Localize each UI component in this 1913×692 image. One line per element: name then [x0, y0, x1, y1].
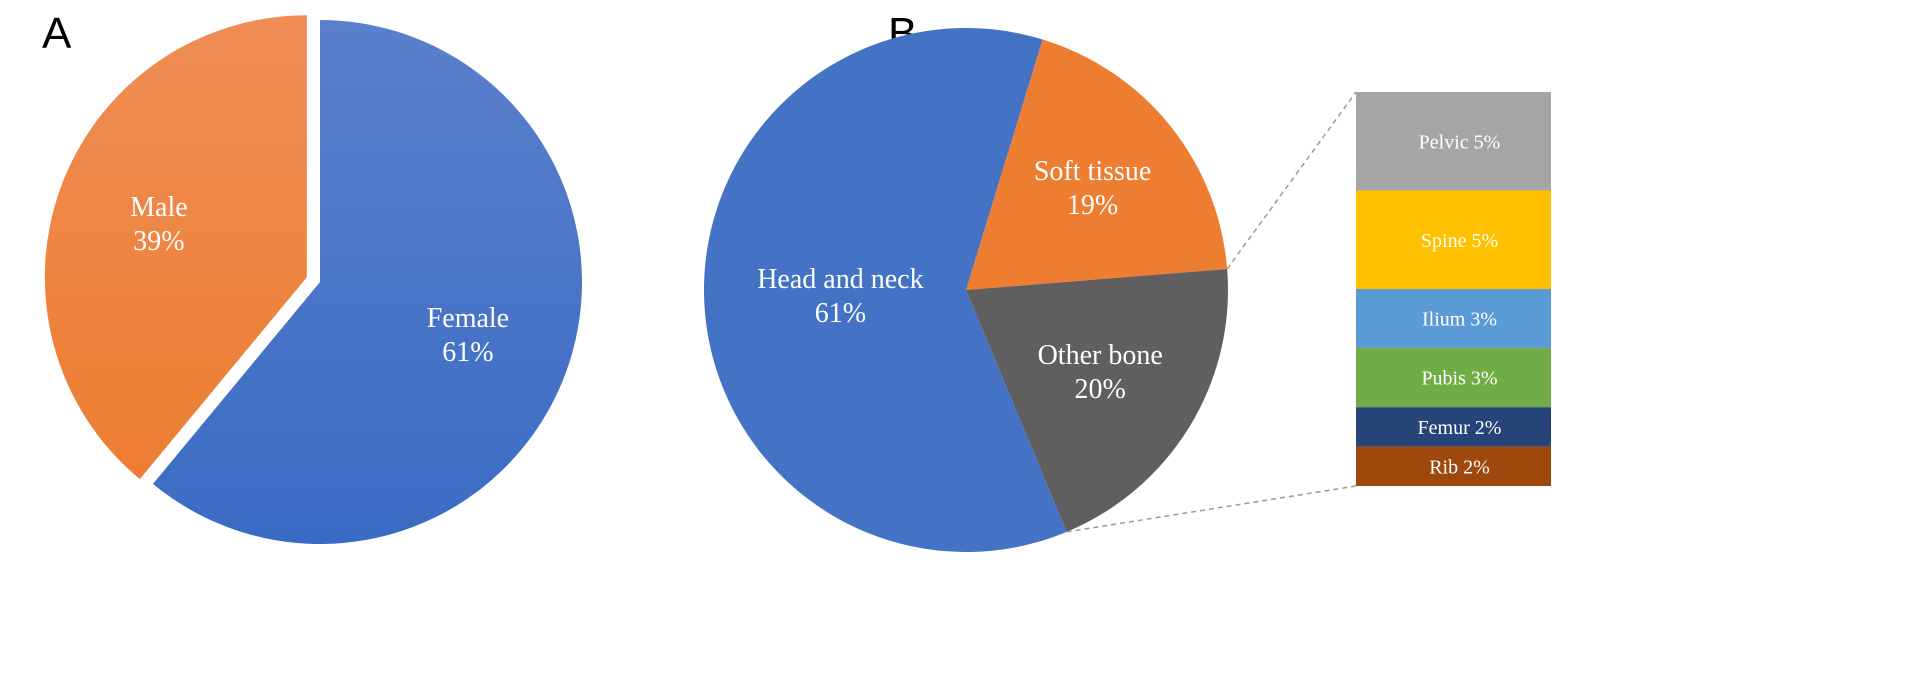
slice-label-other-bone-percent: 20% [1075, 374, 1126, 405]
slice-label-male-percent: 39% [133, 226, 184, 257]
bar-label-pubis-3: Pubis 3% [1421, 368, 1497, 390]
slice-other-bone [966, 268, 1228, 532]
bar-label-rib-2: Rib 2% [1429, 456, 1490, 478]
slice-label-other-bone-category: Other bone [1038, 340, 1163, 371]
slice-label-soft-tissue: Soft tissue 19% [1034, 156, 1151, 221]
other-bone-breakdown-bar: Pelvic 5% Spine 5% Ilium 3% Pubis 3% Femur 2… [1066, 91, 1551, 533]
slice-label-head-and-neck-percent: 61% [815, 298, 866, 329]
pie-chart-a: Female 61% Male 39% [44, 15, 582, 545]
connector-line-bottom [1066, 485, 1357, 533]
bar-label-spine-5: Spine 5% [1421, 230, 1498, 252]
slice-label-female-percent: 61% [442, 337, 493, 368]
bar-segment-femur-2 [1356, 407, 1551, 447]
slice-label-soft-tissue-category: Soft tissue [1034, 156, 1151, 187]
slice-label-head-and-neck-category: Head and neck [757, 264, 923, 295]
bar-label-femur-2: Femur 2% [1418, 417, 1502, 439]
slice-soft-tissue [966, 39, 1228, 291]
bar-segment-pubis-3 [1356, 348, 1551, 408]
bar-segment-pelvic-5 [1356, 92, 1551, 191]
slice-male [44, 15, 307, 480]
slice-label-male-category: Male [130, 192, 188, 223]
connector-line-top [1226, 91, 1357, 270]
bar-label-pelvic-5: Pelvic 5% [1419, 131, 1501, 153]
bar-label-ilium-3: Ilium 3% [1422, 309, 1497, 331]
slice-label-male: Male 39% [130, 192, 188, 257]
slice-head-and-neck [704, 28, 1067, 552]
slice-label-soft-tissue-percent: 19% [1067, 190, 1118, 221]
panel-label-a: A [42, 9, 72, 58]
bar-segment-rib-2 [1356, 446, 1551, 486]
slice-label-other-bone: Other bone 20% [1038, 340, 1163, 405]
bar-segment-spine-5 [1356, 190, 1551, 289]
slice-label-head-and-neck: Head and neck 61% [757, 264, 923, 329]
slice-label-female-category: Female [427, 303, 509, 334]
bar-segment-ilium-3 [1356, 289, 1551, 349]
pie-chart-b: Soft tissue 19% Other bone 20% Head and neck… [704, 28, 1228, 552]
slice-label-female: Female 61% [427, 303, 509, 368]
slice-female [152, 20, 582, 545]
